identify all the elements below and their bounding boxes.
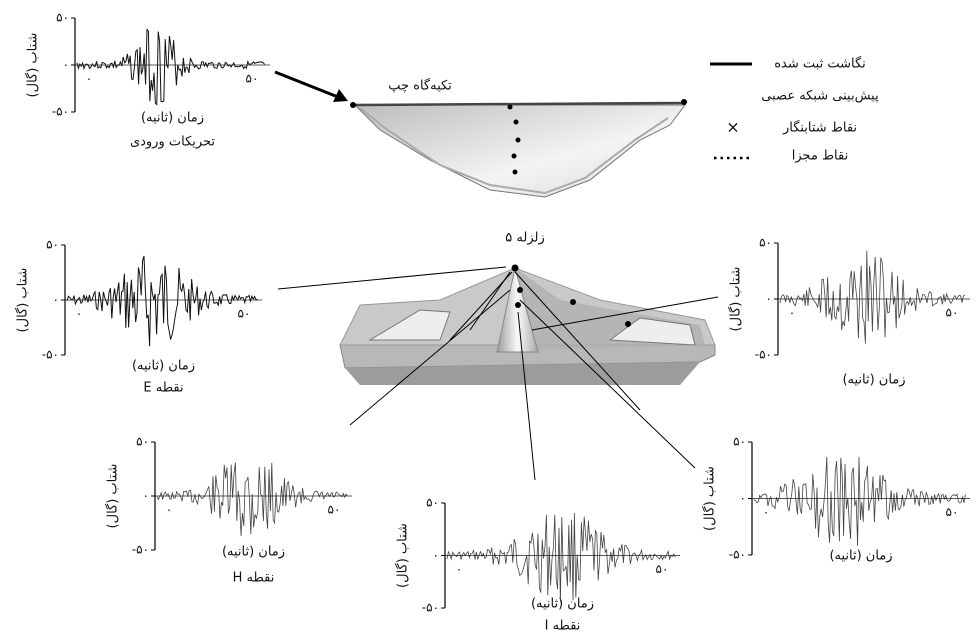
legend-label: نگاشت ثبت شده bbox=[774, 56, 866, 72]
legend-label: پیش‌بینی شبکه عصبی bbox=[761, 89, 879, 104]
accelerogram: ۵۰ ۰ -۵۰ ۰ ۵۰ شتاب (گال) زمان (ثانیه) bbox=[702, 435, 970, 564]
x-tick-label: ۵۰ bbox=[656, 562, 669, 576]
x-tick-label: ۵۰ bbox=[238, 307, 251, 321]
accelerogram: ۵۰ ۰ -۵۰ ۰ ۵۰ شتاب (گال) زمان (ثانیه) نقطه E bbox=[15, 238, 262, 396]
y-tick-label: ۰ bbox=[53, 293, 59, 307]
trace bbox=[66, 255, 258, 347]
y-axis-label: شتاب (گال) bbox=[395, 523, 411, 588]
x-axis-label: زمان (ثانیه) bbox=[222, 545, 285, 560]
x-tick-label: ۰ bbox=[789, 306, 795, 320]
dam-section: تکیه‌گاه چپ bbox=[274, 70, 687, 198]
x-axis-label: زمان (ثانیه) bbox=[141, 111, 204, 126]
trace bbox=[779, 250, 965, 344]
caption: نقطه H bbox=[233, 571, 275, 586]
x-tick-label: ۰ bbox=[763, 505, 769, 519]
y-tick-label: ۰ bbox=[740, 491, 746, 505]
x-tick-label: ۵۰ bbox=[946, 306, 959, 320]
caption: تحریکات ورودی bbox=[130, 135, 215, 150]
accelerogram: ۵۰ ۰ -۵۰ ۰ ۵۰ شتاب (گال) زمان (ثانیه) bbox=[728, 236, 970, 388]
y-tick-label: ۵۰ bbox=[733, 435, 746, 449]
x-tick-label: ۵۰ bbox=[246, 72, 259, 86]
x-tick-label: ۰ bbox=[166, 503, 172, 517]
x-tick-label: ۰ bbox=[86, 72, 92, 86]
y-tick-label: -۵۰ bbox=[755, 348, 772, 362]
accelerogram: ۵۰ ۰ -۵۰ ۰ ۵۰ شتاب (گال) زمان (ثانیه) نقطه I bbox=[395, 496, 680, 634]
trace bbox=[156, 462, 348, 536]
accelerogram: ۵۰ ۰ -۵۰ ۰ ۵۰ شتاب (گال) زمان (ثانیه) نقطه H bbox=[105, 435, 352, 586]
y-axis-label: شتاب (گال) bbox=[105, 464, 121, 529]
x-axis-label: زمان (ثانیه) bbox=[842, 373, 905, 388]
y-tick-label: ۵۰ bbox=[136, 435, 149, 449]
x-tick-label: ۰ bbox=[76, 307, 82, 321]
y-tick-label: ۰ bbox=[143, 489, 149, 503]
dam-model-label: زلزله ۵ bbox=[505, 231, 544, 246]
caption: نقطه I bbox=[545, 619, 581, 634]
trace bbox=[446, 512, 676, 602]
x-axis-label: زمان (ثانیه) bbox=[829, 549, 892, 564]
legend-label: نقاط مجزا bbox=[792, 149, 848, 164]
y-tick-label: ۰ bbox=[433, 548, 439, 562]
y-axis-label: شتاب (گال) bbox=[728, 267, 744, 332]
y-axis-label: شتاب (گال) bbox=[702, 466, 718, 531]
y-tick-label: ۵۰ bbox=[426, 496, 439, 510]
legend: × نگاشت ثبت شده پیش‌بینی شبکه عصبی نقاط … bbox=[710, 56, 879, 164]
dam-model: زلزله ۵ bbox=[277, 231, 719, 481]
x-tick-label: ۵۰ bbox=[946, 505, 959, 519]
legend-cross: × bbox=[726, 118, 739, 137]
x-tick-label: ۵۰ bbox=[328, 503, 341, 517]
y-tick-label: ۵۰ bbox=[759, 236, 772, 250]
accelerogram: ۵۰ ۰ -۵۰ ۰ ۵۰ شتاب (گال) زمان (ثانیه) تحریکات و… bbox=[25, 11, 270, 150]
x-tick-label: ۰ bbox=[456, 562, 462, 576]
y-axis-label: شتاب (گال) bbox=[25, 33, 41, 98]
y-tick-label: ۰ bbox=[63, 58, 69, 72]
y-tick-label: ۵۰ bbox=[56, 11, 69, 25]
y-tick-label: -۵۰ bbox=[52, 105, 69, 119]
y-tick-label: -۵۰ bbox=[132, 543, 149, 557]
caption: نقطه E bbox=[143, 381, 183, 396]
y-tick-label: -۵۰ bbox=[729, 548, 746, 562]
y-tick-label: ۰ bbox=[766, 292, 772, 306]
x-axis-label: زمان (ثانیه) bbox=[531, 597, 594, 612]
y-tick-label: -۵۰ bbox=[422, 601, 439, 615]
legend-label: نقاط شتابنگار bbox=[782, 120, 857, 136]
dam-section-label: تکیه‌گاه چپ bbox=[388, 78, 452, 94]
trace bbox=[76, 28, 265, 106]
x-axis-label: زمان (ثانیه) bbox=[132, 359, 195, 374]
y-tick-label: -۵۰ bbox=[42, 348, 59, 362]
y-axis-label: شتاب (گال) bbox=[15, 268, 31, 333]
y-tick-label: ۵۰ bbox=[46, 238, 59, 252]
trace bbox=[753, 456, 966, 546]
